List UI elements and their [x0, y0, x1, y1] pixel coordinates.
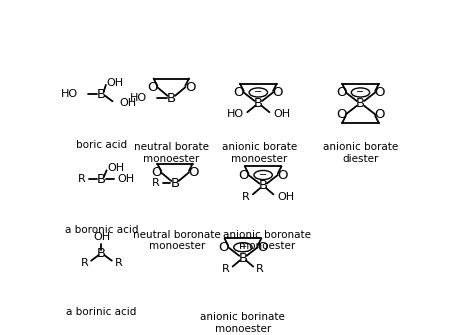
Text: R: R	[242, 192, 250, 202]
Text: R: R	[222, 264, 230, 274]
Text: O: O	[374, 86, 385, 99]
Text: B: B	[97, 88, 106, 101]
Text: anionic boronate
monoester: anionic boronate monoester	[223, 230, 311, 251]
Text: a borinic acid: a borinic acid	[66, 307, 137, 317]
Text: O: O	[273, 86, 283, 99]
Text: B: B	[167, 92, 176, 105]
Text: O: O	[151, 166, 162, 179]
Text: OH: OH	[119, 98, 136, 108]
Text: −: −	[254, 87, 263, 97]
Text: R: R	[78, 175, 86, 185]
Text: O: O	[238, 169, 249, 182]
Text: B: B	[238, 252, 247, 265]
Text: anionic borate
monoester: anionic borate monoester	[222, 142, 297, 164]
Text: R: R	[115, 258, 122, 268]
Text: HO: HO	[227, 109, 244, 119]
Text: neutral boronate
monoester: neutral boronate monoester	[133, 230, 221, 251]
Text: OH: OH	[93, 232, 110, 242]
Text: B: B	[254, 97, 263, 110]
Text: −: −	[239, 242, 247, 252]
Text: R: R	[81, 258, 88, 268]
Text: anionic borinate
monoester: anionic borinate monoester	[201, 312, 285, 334]
Text: O: O	[374, 108, 385, 121]
Text: B: B	[170, 177, 180, 190]
Text: HO: HO	[61, 89, 78, 99]
Text: −: −	[356, 87, 365, 97]
Text: B: B	[97, 247, 106, 260]
Text: R: R	[152, 178, 160, 188]
Text: O: O	[277, 169, 288, 182]
Text: O: O	[336, 108, 346, 121]
Text: OH: OH	[274, 109, 291, 119]
Text: B: B	[356, 97, 365, 110]
Text: O: O	[185, 81, 195, 94]
Text: OH: OH	[117, 175, 134, 185]
Text: O: O	[147, 81, 158, 94]
Text: O: O	[189, 166, 199, 179]
Text: O: O	[336, 86, 346, 99]
Text: boric acid: boric acid	[76, 139, 127, 149]
Text: B: B	[258, 180, 268, 192]
Text: OH: OH	[108, 163, 125, 173]
Text: R: R	[256, 264, 264, 274]
Text: HO: HO	[130, 93, 147, 103]
Text: neutral borate
monoester: neutral borate monoester	[134, 142, 209, 164]
Text: a boronic acid: a boronic acid	[65, 225, 138, 234]
Text: OH: OH	[277, 192, 294, 202]
Text: O: O	[218, 241, 229, 254]
Text: OH: OH	[106, 77, 123, 87]
Text: −: −	[259, 170, 267, 180]
Text: anionic borate
diester: anionic borate diester	[323, 142, 398, 164]
Text: O: O	[257, 241, 268, 254]
Text: B: B	[97, 173, 106, 186]
Text: O: O	[234, 86, 244, 99]
